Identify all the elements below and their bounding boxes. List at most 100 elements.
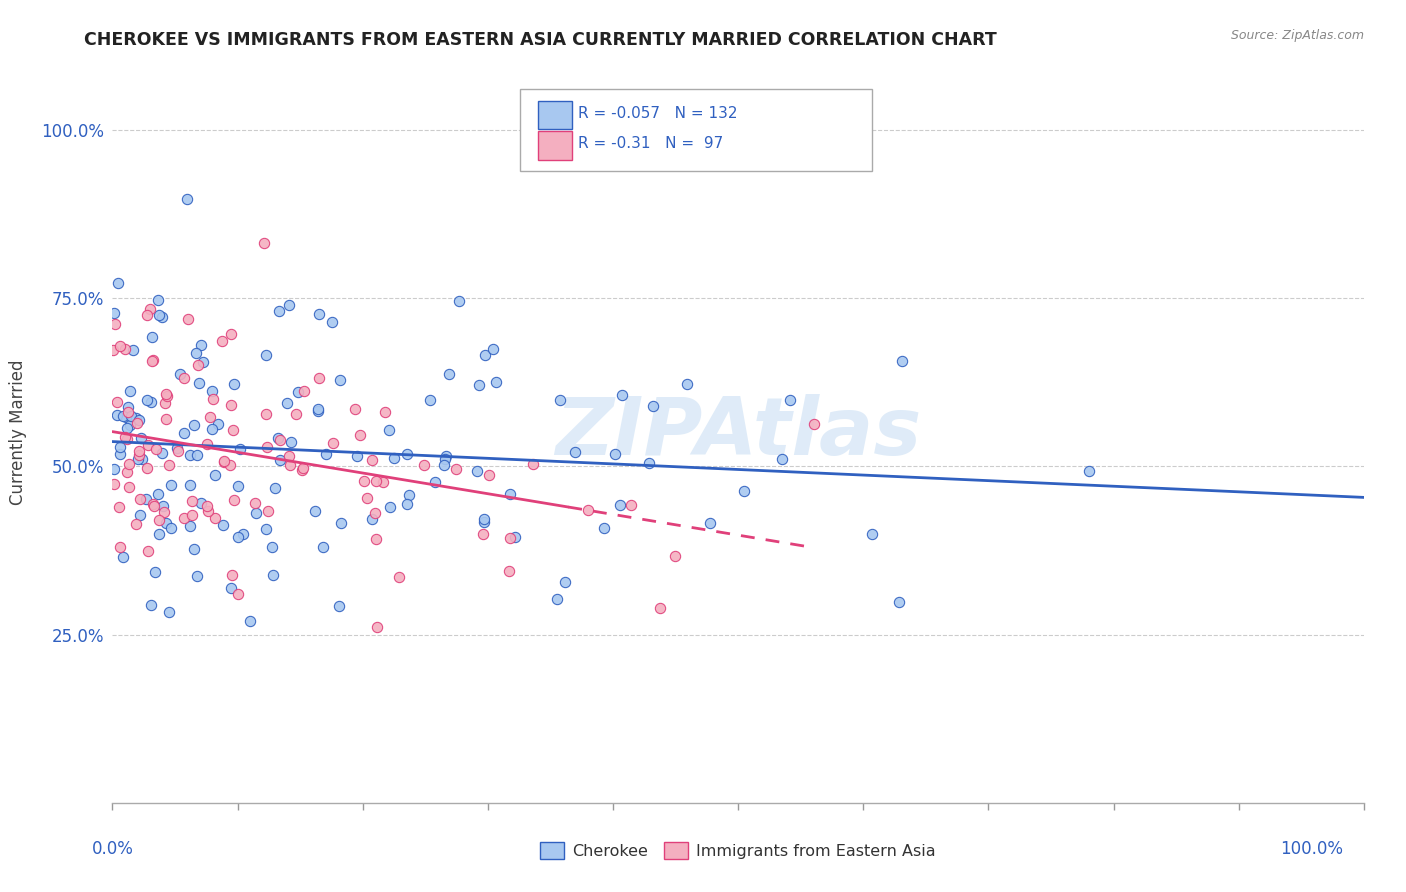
Point [1077, 464, 1099, 478]
Point [212, 453, 235, 467]
Point [224, 377, 246, 392]
Point [218, 458, 240, 472]
Point [269, 452, 291, 467]
Point [304, 504, 326, 518]
Point [803, 417, 825, 431]
Point [522, 457, 544, 471]
Point [277, 298, 299, 312]
Point [292, 384, 315, 398]
Point [284, 407, 307, 421]
Point [152, 499, 174, 513]
Point [122, 343, 145, 357]
Point [374, 405, 396, 419]
Point [190, 496, 212, 510]
Point [124, 410, 146, 425]
Point [141, 353, 163, 368]
Point [554, 574, 576, 589]
Point [204, 468, 226, 483]
Point [276, 396, 298, 410]
Point [287, 385, 309, 400]
Point [280, 435, 302, 450]
Point [308, 307, 330, 321]
Point [413, 458, 436, 472]
Point [603, 447, 626, 461]
Point [889, 595, 911, 609]
Point [593, 521, 616, 535]
Point [378, 500, 401, 514]
Point [269, 434, 291, 448]
Point [221, 568, 243, 582]
Point [232, 527, 254, 541]
Point [278, 458, 301, 472]
Point [146, 293, 169, 307]
Point [108, 339, 131, 353]
Point [312, 540, 335, 554]
Point [191, 355, 214, 369]
Point [160, 478, 183, 492]
Point [125, 516, 148, 531]
Point [434, 449, 457, 463]
Point [257, 504, 280, 518]
Point [382, 450, 405, 465]
Point [114, 342, 136, 356]
Point [267, 431, 290, 445]
Point [142, 353, 165, 368]
Point [620, 498, 643, 512]
Point [472, 527, 495, 541]
Point [150, 310, 173, 325]
Point [699, 516, 721, 530]
Point [181, 494, 204, 508]
Point [117, 400, 139, 414]
Point [267, 304, 290, 318]
Point [104, 317, 127, 331]
Point [675, 376, 697, 391]
Point [222, 493, 245, 508]
Point [472, 515, 495, 529]
Point [117, 421, 139, 435]
Point [139, 302, 162, 317]
Point [148, 513, 170, 527]
Point [202, 392, 225, 406]
Point [156, 389, 179, 403]
Point [177, 312, 200, 326]
Point [291, 461, 314, 475]
Point [254, 349, 277, 363]
Point [148, 309, 170, 323]
Point [499, 487, 522, 501]
Point [212, 518, 235, 533]
Point [135, 461, 157, 475]
Point [361, 452, 384, 467]
Point [114, 429, 136, 443]
Point [890, 354, 912, 368]
Text: 0.0%: 0.0% [91, 840, 134, 858]
Point [322, 435, 344, 450]
Point [612, 387, 634, 401]
Point [546, 592, 568, 607]
Point [609, 498, 631, 512]
Point [343, 401, 366, 416]
Point [307, 403, 329, 417]
Point [346, 449, 368, 463]
Point [447, 294, 470, 309]
Point [437, 367, 460, 381]
Point [169, 367, 191, 381]
Point [245, 496, 267, 510]
Point [187, 376, 209, 391]
Text: CHEROKEE VS IMMIGRANTS FROM EASTERN ASIA CURRENTLY MARRIED CORRELATION CHART: CHEROKEE VS IMMIGRANTS FROM EASTERN ASIA… [84, 31, 997, 49]
Point [105, 395, 128, 409]
Point [115, 432, 138, 446]
Point [173, 425, 195, 440]
Point [142, 497, 165, 511]
Point [221, 581, 243, 595]
Point [578, 503, 600, 517]
Point [308, 371, 330, 385]
Point [290, 463, 312, 477]
Point [353, 474, 375, 488]
Point [107, 276, 129, 290]
Point [328, 599, 350, 614]
Point [564, 444, 586, 458]
Point [143, 565, 166, 579]
Point [468, 377, 491, 392]
Point [118, 384, 141, 398]
Point [103, 306, 125, 320]
